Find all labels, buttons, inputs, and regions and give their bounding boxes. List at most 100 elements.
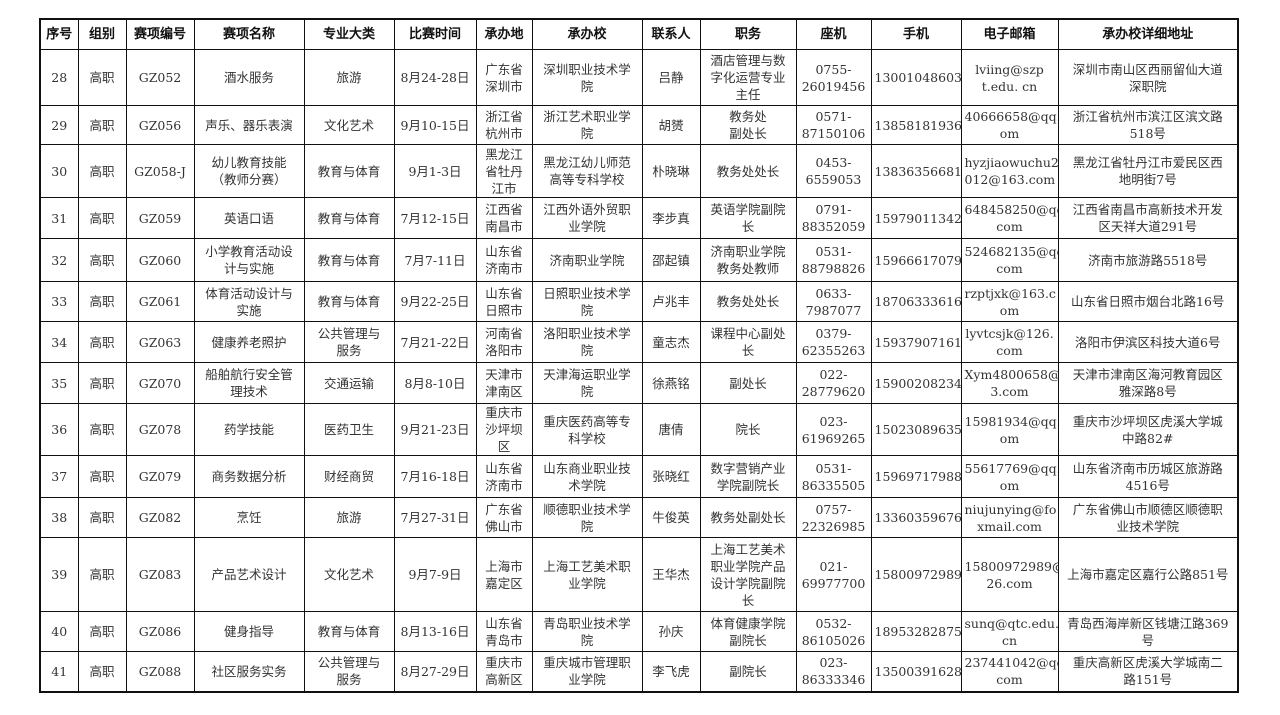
header-col-landline: 座机 (795, 18, 872, 50)
cell-host-city: 黑龙江 省牡丹 江市 (475, 144, 533, 198)
cell-email: 15981934@qq.c om (960, 403, 1059, 456)
cell-event-name: 社区服务实务 (193, 651, 305, 692)
cell-event-code: GZ086 (125, 611, 195, 652)
cell-date: 7月7-11日 (393, 238, 477, 282)
cell-position: 副院长 (699, 651, 797, 692)
cell-event-name: 幼儿教育技能 （教师分赛） (193, 144, 305, 198)
table-row: 30 高职 GZ058-J 幼儿教育技能 （教师分赛） 教育与体育 9月1-3日 黑龙江 省… (39, 144, 1239, 198)
competition-contact-table: 序号 组别 赛项编号 赛项名称 专业大类 比赛时间 承办地 承办校 联系人 职务 座机 手机 电子邮箱承… (39, 18, 1239, 693)
cell-landline: 0571- 87150106 (795, 105, 872, 145)
cell-event-code: GZ056 (125, 105, 195, 145)
table-row: 31 高职 GZ059 英语口语 教育与体育 7月12-15日 江西省 南昌市 江西外语外贸职… (39, 197, 1239, 239)
cell-major-category: 教育与体育 (303, 611, 395, 652)
cell-event-code: GZ059 (125, 197, 195, 239)
cell-index: 37 (39, 455, 79, 498)
cell-position: 济南职业学院 教务处教师 (699, 238, 797, 282)
cell-email: niujunying@fo xmail.com (960, 497, 1059, 538)
cell-event-name: 药学技能 (193, 403, 305, 456)
cell-index: 34 (39, 321, 79, 363)
cell-group: 高职 (77, 238, 127, 282)
cell-mobile: 13836356681 (870, 144, 962, 198)
cell-contact: 童志杰 (641, 321, 701, 363)
cell-group: 高职 (77, 321, 127, 363)
cell-index: 29 (39, 105, 79, 145)
cell-address: 黑龙江省牡丹江市爱民区西 地明街7号 (1057, 144, 1239, 198)
cell-landline: 0532- 86105026 (795, 611, 872, 652)
cell-event-name: 英语口语 (193, 197, 305, 239)
header-col-email: 电子邮箱 (960, 18, 1059, 50)
cell-host-city: 山东省 青岛市 (475, 611, 533, 652)
cell-major-category: 公共管理与 服务 (303, 321, 395, 363)
cell-major-category: 旅游 (303, 49, 395, 106)
cell-date: 9月10-15日 (393, 105, 477, 145)
cell-major-category: 公共管理与 服务 (303, 651, 395, 692)
cell-host-school: 洛阳职业技术学 院 (531, 321, 643, 363)
cell-email: 40666658@qq.c om (960, 105, 1059, 145)
cell-landline: 0755- 26019456 (795, 49, 872, 106)
cell-event-code: GZ052 (125, 49, 195, 106)
cell-event-name: 健康养老照护 (193, 321, 305, 363)
cell-email: lyvtcsjk@126. com (960, 321, 1059, 363)
cell-major-category: 医药卫生 (303, 403, 395, 456)
cell-host-city: 广东省 深圳市 (475, 49, 533, 106)
cell-date: 8月8-10日 (393, 362, 477, 404)
cell-date: 7月21-22日 (393, 321, 477, 363)
cell-mobile: 18706333616 (870, 281, 962, 322)
cell-host-school: 顺德职业技术学 院 (531, 497, 643, 538)
cell-event-name: 产品艺术设计 (193, 537, 305, 612)
cell-email: sunq@qtc.edu. cn (960, 611, 1059, 652)
cell-index: 36 (39, 403, 79, 456)
cell-address: 山东省济南市历城区旅游路 4516号 (1057, 455, 1239, 498)
cell-mobile: 15937907161 (870, 321, 962, 363)
cell-address: 山东省日照市烟台北路16号 (1057, 281, 1239, 322)
cell-group: 高职 (77, 651, 127, 692)
cell-address: 上海市嘉定区嘉行公路851号 (1057, 537, 1239, 612)
table-row: 41 高职 GZ088 社区服务实务 公共管理与 服务 8月27-29日 重庆市 高新区 重庆… (39, 651, 1239, 692)
cell-major-category: 教育与体育 (303, 281, 395, 322)
cell-mobile: 13858181936 (870, 105, 962, 145)
cell-major-category: 财经商贸 (303, 455, 395, 498)
cell-index: 28 (39, 49, 79, 106)
cell-mobile: 13360359676 (870, 497, 962, 538)
cell-index: 35 (39, 362, 79, 404)
cell-landline: 0453- 6559053 (795, 144, 872, 198)
cell-host-school: 深圳职业技术学 院 (531, 49, 643, 106)
cell-host-school: 日照职业技术学 院 (531, 281, 643, 322)
cell-event-name: 船舶航行安全管 理技术 (193, 362, 305, 404)
cell-index: 40 (39, 611, 79, 652)
header-col-event-name: 赛项名称 (193, 18, 305, 50)
cell-host-city: 山东省 济南市 (475, 455, 533, 498)
header-col-date: 比赛时间 (393, 18, 477, 50)
cell-major-category: 旅游 (303, 497, 395, 538)
cell-mobile: 15023089635 (870, 403, 962, 456)
cell-major-category: 文化艺术 (303, 105, 395, 145)
cell-event-name: 体育活动设计与 实施 (193, 281, 305, 322)
cell-event-code: GZ061 (125, 281, 195, 322)
header-col-group: 组别 (77, 18, 127, 50)
cell-date: 9月1-3日 (393, 144, 477, 198)
table-row: 37 高职 GZ079 商务数据分析 财经商贸 7月16-18日 山东省 济南市 山东商业职业… (39, 455, 1239, 498)
cell-contact: 王华杰 (641, 537, 701, 612)
cell-contact: 孙庆 (641, 611, 701, 652)
cell-event-code: GZ088 (125, 651, 195, 692)
table-row: 32 高职 GZ060 小学教育活动设 计与实施 教育与体育 7月7-11日 山东省 济南市… (39, 238, 1239, 282)
cell-host-city: 山东省 日照市 (475, 281, 533, 322)
cell-position: 课程中心副处 长 (699, 321, 797, 363)
cell-index: 38 (39, 497, 79, 538)
cell-event-code: GZ063 (125, 321, 195, 363)
header-col-index: 序号 (39, 18, 79, 50)
cell-host-city: 河南省 洛阳市 (475, 321, 533, 363)
cell-position: 体育健康学院 副院长 (699, 611, 797, 652)
cell-email: lviing@szp t.edu. cn (960, 49, 1059, 106)
cell-date: 7月27-31日 (393, 497, 477, 538)
cell-group: 高职 (77, 49, 127, 106)
cell-landline: 0531- 88798826 (795, 238, 872, 282)
cell-date: 8月27-29日 (393, 651, 477, 692)
table-header-row: 序号 组别 赛项编号 赛项名称 专业大类 比赛时间 承办地 承办校 联系人 职务 座机 手机 电子邮箱承… (39, 18, 1239, 50)
cell-email: rzptjxk@163.c om (960, 281, 1059, 322)
cell-email: hyzjiaowuchu2 012@163.com (960, 144, 1059, 198)
cell-host-school: 重庆城市管理职 业学院 (531, 651, 643, 692)
cell-address: 重庆高新区虎溪大学城南二 路151号 (1057, 651, 1239, 692)
cell-index: 33 (39, 281, 79, 322)
cell-host-school: 青岛职业技术学 院 (531, 611, 643, 652)
